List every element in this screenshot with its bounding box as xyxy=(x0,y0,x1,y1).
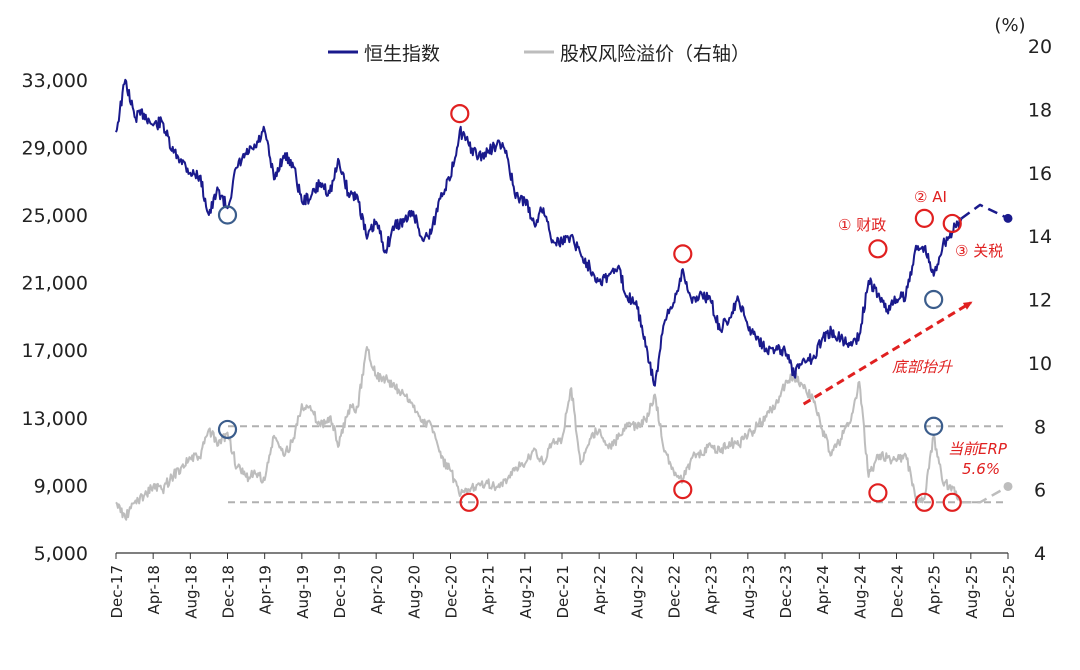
y-left-tick-label: 5,000 xyxy=(34,543,88,565)
x-tick-label: Aug-18 xyxy=(182,565,200,619)
highlight-marker xyxy=(914,492,934,512)
x-tick-label: Dec-20 xyxy=(443,565,461,619)
series-layer xyxy=(115,78,1013,521)
erp-forecast-line xyxy=(961,485,1009,504)
y-right-tick-label: 4 xyxy=(1034,543,1046,565)
y-right-tick-label: 10 xyxy=(1028,353,1052,375)
x-tick-label: Aug-24 xyxy=(851,565,869,619)
highlight-marker xyxy=(914,208,934,228)
x-tick-label: Aug-22 xyxy=(628,565,646,619)
trend-arrow xyxy=(802,301,973,406)
y-right-tick-label: 6 xyxy=(1034,480,1046,502)
x-tick-label: Aug-20 xyxy=(405,565,423,619)
highlight-marker xyxy=(942,492,962,512)
y-right-tick-label: 8 xyxy=(1034,416,1046,438)
x-tick-label: Aug-25 xyxy=(963,565,981,619)
x-tick-label: Dec-21 xyxy=(554,565,572,619)
annotation-bottom-rise: 底部抬升 xyxy=(892,358,953,376)
legend: 恒生指数 股权风险溢价（右轴） xyxy=(328,43,750,65)
annotation-tariff: ③ 关税 xyxy=(955,242,1003,260)
y-right-tick-label: 18 xyxy=(1028,99,1052,121)
legend-label-erp: 股权风险溢价（右轴） xyxy=(560,43,750,65)
erp-forecast-endpoint xyxy=(1003,481,1013,491)
x-tick-label: Dec-22 xyxy=(666,565,684,619)
hsi-line xyxy=(115,78,963,387)
x-tick-label: Dec-23 xyxy=(777,565,795,619)
x-tick-label: Dec-17 xyxy=(108,565,126,619)
x-tick-label: Dec-25 xyxy=(1000,565,1018,619)
x-tick-label: Dec-19 xyxy=(331,565,349,619)
x-tick-label: Apr-23 xyxy=(703,565,721,615)
hsi-forecast-endpoint xyxy=(1003,213,1013,223)
x-tick-label: Apr-25 xyxy=(926,565,944,615)
y-left-tick-label: 17,000 xyxy=(22,340,88,362)
x-tick-label: Apr-22 xyxy=(591,565,609,615)
y-left-tick-label: 33,000 xyxy=(22,70,88,92)
highlight-marker xyxy=(217,419,238,440)
annotation-erp-title: 当前ERP xyxy=(948,440,1008,458)
highlight-marker xyxy=(217,205,238,225)
y-right-tick-label: 14 xyxy=(1028,226,1052,248)
y-axis-right: 4 6 8 10 12 14 16 18 20 xyxy=(1028,36,1052,565)
y-left-tick-label: 21,000 xyxy=(22,273,88,295)
y-left-tick-label: 13,000 xyxy=(22,408,88,430)
x-tick-label: Apr-18 xyxy=(145,565,163,615)
x-axis: Dec-17 Apr-18 Aug-18 Dec-18 Apr-19 Aug-19 Dec-… xyxy=(108,552,1018,619)
x-tick-label: Apr-24 xyxy=(814,565,832,615)
y-right-tick-label: 16 xyxy=(1028,163,1052,185)
y-right-tick-label: 12 xyxy=(1028,290,1052,312)
annotation-ai: ② AI xyxy=(914,188,947,206)
highlight-marker xyxy=(450,103,470,124)
annotations: ① 财政 ② AI ③ 关税 底部抬升 当前ERP 5.6% xyxy=(802,188,1008,478)
y-axis-left: 5,000 9,000 13,000 17,000 21,000 25,000 29,000… xyxy=(22,70,88,565)
right-axis-unit: (%) xyxy=(994,15,1025,36)
x-tick-label: Apr-19 xyxy=(257,565,275,615)
x-tick-label: Apr-20 xyxy=(368,565,386,615)
highlight-marker xyxy=(673,480,693,500)
hsi-forecast-line xyxy=(960,203,1009,220)
x-tick-label: Apr-21 xyxy=(480,565,498,615)
highlight-marker xyxy=(924,416,944,436)
highlight-marker xyxy=(942,213,962,234)
erp-line xyxy=(115,346,963,521)
highlight-marker xyxy=(459,492,479,512)
marker-layer xyxy=(217,103,962,512)
highlight-marker xyxy=(868,239,888,259)
x-tick-label: Dec-24 xyxy=(889,565,907,619)
x-tick-label: Aug-21 xyxy=(517,565,535,619)
y-right-tick-label: 20 xyxy=(1028,36,1052,58)
highlight-marker xyxy=(673,244,693,264)
x-tick-label: Aug-23 xyxy=(740,565,758,619)
highlight-marker xyxy=(868,483,888,503)
highlight-marker xyxy=(924,289,944,310)
y-left-tick-label: 25,000 xyxy=(22,205,88,227)
x-tick-label: Aug-19 xyxy=(294,565,312,619)
annotation-erp-value: 5.6% xyxy=(962,460,1000,478)
annotation-fiscal: ① 财政 xyxy=(838,216,886,234)
x-tick-label: Dec-18 xyxy=(220,565,238,619)
y-left-tick-label: 29,000 xyxy=(22,137,88,159)
y-left-tick-label: 9,000 xyxy=(34,475,88,497)
legend-label-hsi: 恒生指数 xyxy=(364,43,440,65)
